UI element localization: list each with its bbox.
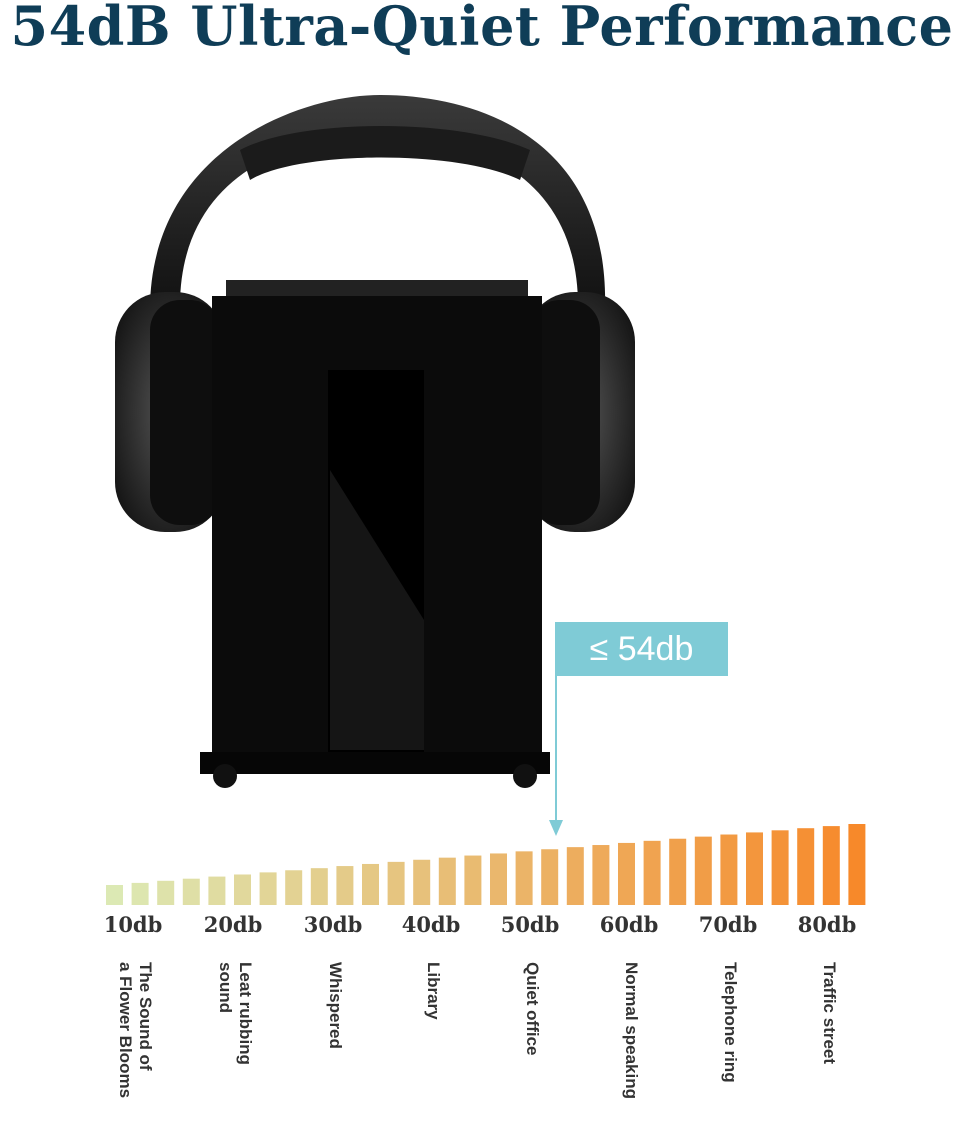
level-bar <box>157 880 175 905</box>
sound-description: Library <box>423 962 443 1020</box>
sound-description-line: Whispered <box>326 962 345 1049</box>
tick-label: 20db <box>203 912 263 937</box>
level-bar <box>413 859 431 905</box>
headphones-icon <box>115 95 635 532</box>
sound-description-line: a Flower Blooms <box>116 962 135 1099</box>
sound-description-line: Leat rubbing <box>236 962 255 1065</box>
product-image <box>115 95 635 788</box>
tick-label: 10db <box>103 912 163 937</box>
sound-description: The Sound of a Flower Blooms <box>115 962 155 1098</box>
level-bar <box>490 853 507 905</box>
sound-description-line: Normal speaking <box>622 962 641 1099</box>
sound-description-line: The Sound of <box>136 962 155 1071</box>
level-bar <box>746 832 763 905</box>
level-bar <box>106 885 123 905</box>
sound-description-line: Traffic street <box>820 962 839 1065</box>
level-bar <box>694 836 712 905</box>
level-bar <box>234 874 251 905</box>
level-bar <box>566 847 584 905</box>
level-bar <box>720 834 738 905</box>
tick-label: 30db <box>303 912 363 937</box>
tick-label: 70db <box>698 912 758 937</box>
shredder-icon <box>200 280 550 788</box>
level-bar <box>336 866 354 905</box>
level-bar <box>285 870 303 905</box>
level-bar <box>848 824 866 905</box>
tick-label: 50db <box>500 912 560 937</box>
tick-label: 60db <box>599 912 659 937</box>
decibel-scale <box>106 676 866 905</box>
sound-description: Quiet office <box>522 962 542 1056</box>
level-bar <box>182 878 200 905</box>
level-bar <box>131 882 149 905</box>
level-bar <box>362 863 379 905</box>
level-bar <box>592 845 610 905</box>
sound-description: Telephone ring <box>720 962 740 1083</box>
sound-description: Leat rubbing sound <box>215 962 255 1065</box>
level-bar <box>387 861 405 905</box>
level-bar <box>541 849 559 905</box>
tick-label: 40db <box>401 912 461 937</box>
sound-description-line: Library <box>424 962 443 1020</box>
level-bar <box>822 826 840 905</box>
noise-level-callout: ≤ 54db <box>555 622 728 676</box>
sound-description-line: sound <box>216 962 235 1013</box>
callout-arrow-icon <box>549 820 563 836</box>
tick-label: 80db <box>797 912 857 937</box>
level-bar <box>208 876 226 905</box>
level-bar <box>438 857 456 905</box>
sound-description-line: Quiet office <box>523 962 542 1056</box>
page-title: 54dB Ultra-Quiet Performance <box>10 0 954 58</box>
level-bar <box>771 830 789 905</box>
level-bar <box>797 828 815 905</box>
level-bar <box>310 868 328 905</box>
level-bar <box>464 855 482 905</box>
level-bar <box>515 851 533 905</box>
level-bar <box>259 872 277 905</box>
sound-description: Whispered <box>325 962 345 1049</box>
sound-description: Normal speaking <box>621 962 641 1099</box>
level-bar <box>643 840 661 905</box>
level-bar <box>669 838 687 905</box>
level-bar <box>618 842 635 905</box>
sound-description: Traffic street <box>819 962 839 1064</box>
sound-description-line: Telephone ring <box>721 962 740 1083</box>
